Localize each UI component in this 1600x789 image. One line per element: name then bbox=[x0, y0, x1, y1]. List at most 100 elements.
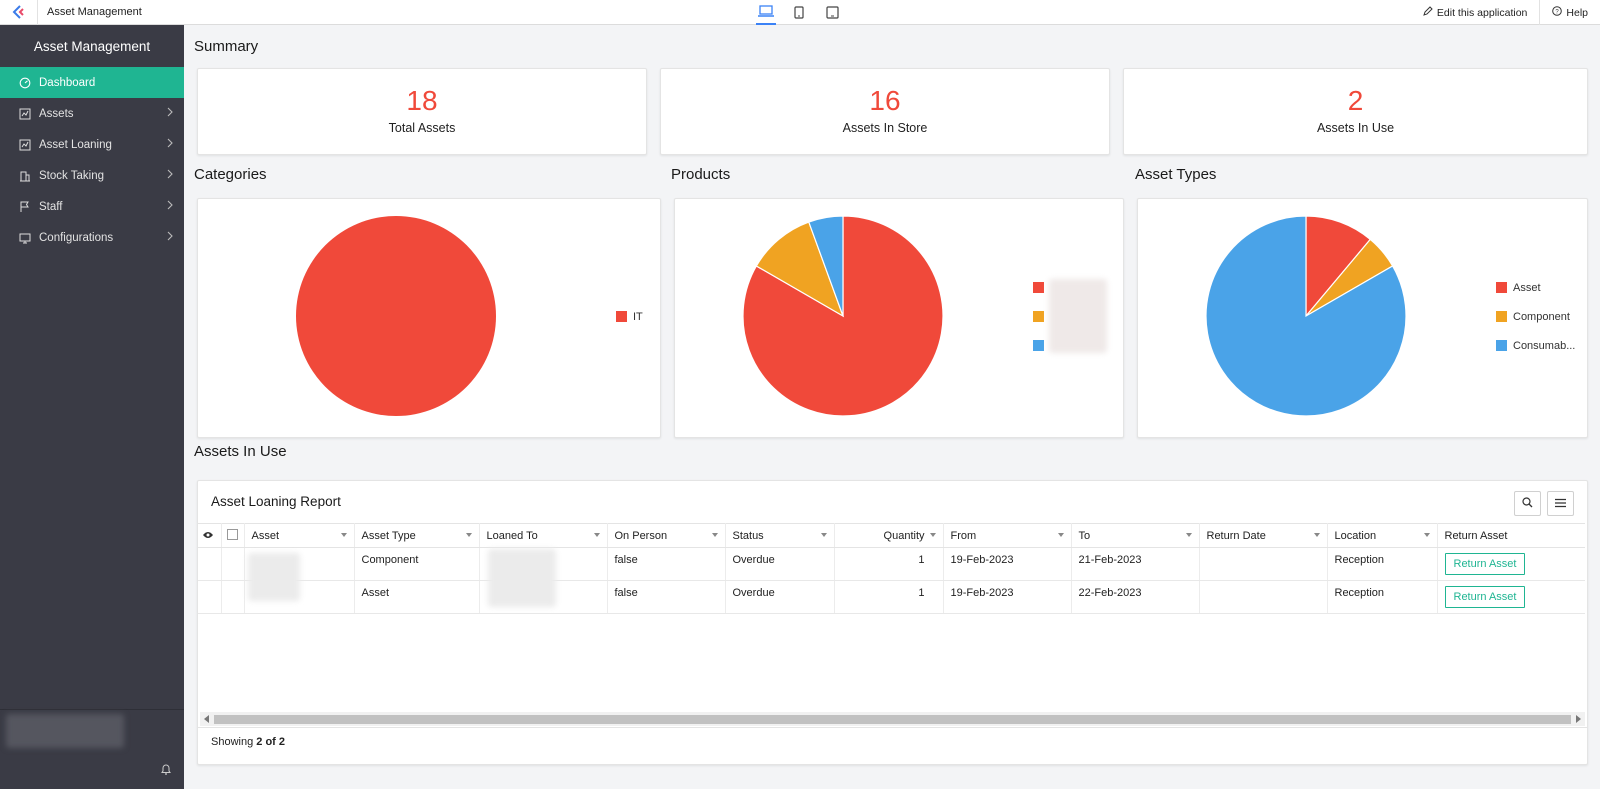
products-pie-chart bbox=[742, 215, 944, 417]
table-row[interactable]: Asset false Overdue 1 19-Feb-2023 22-Feb… bbox=[198, 580, 1585, 614]
sort-caret-icon[interactable] bbox=[820, 533, 827, 537]
return-asset-button[interactable]: Return Asset bbox=[1444, 553, 1526, 575]
column-label: Asset Type bbox=[361, 529, 416, 542]
sidebar-item-stock-taking[interactable]: Stock Taking bbox=[0, 160, 184, 191]
return-date-cell bbox=[1199, 547, 1328, 581]
sort-caret-icon[interactable] bbox=[593, 533, 600, 537]
scroll-right-icon[interactable] bbox=[1576, 715, 1581, 723]
laptop-icon[interactable] bbox=[756, 0, 776, 25]
quantity-cell: 1 bbox=[834, 547, 944, 581]
column-header-from[interactable]: From bbox=[943, 523, 1072, 548]
top-bar: Asset Management Edit this application ?… bbox=[0, 0, 1600, 25]
edit-application-button[interactable]: Edit this application bbox=[1411, 0, 1539, 25]
sidebar-footer bbox=[0, 709, 184, 789]
pie-slice[interactable] bbox=[1205, 215, 1407, 417]
eye-icon bbox=[202, 530, 214, 542]
chevron-right-icon bbox=[167, 138, 173, 151]
to-cell: 21-Feb-2023 bbox=[1071, 547, 1200, 581]
sort-caret-icon[interactable] bbox=[929, 533, 936, 537]
stat-value: 18 bbox=[406, 85, 438, 116]
help-icon: ? bbox=[1552, 6, 1563, 19]
table-row[interactable]: Component false Overdue 1 19-Feb-2023 21… bbox=[198, 547, 1585, 581]
sort-caret-icon[interactable] bbox=[1185, 533, 1192, 537]
pagination-count: 2 of 2 bbox=[256, 736, 285, 748]
products-legend bbox=[1033, 273, 1050, 360]
legend-item[interactable]: Component bbox=[1496, 302, 1575, 331]
sort-caret-icon[interactable] bbox=[1423, 533, 1430, 537]
sort-caret-icon[interactable] bbox=[711, 533, 718, 537]
user-profile[interactable] bbox=[6, 714, 124, 748]
from-cell: 19-Feb-2023 bbox=[943, 547, 1072, 581]
sort-caret-icon[interactable] bbox=[1313, 533, 1320, 537]
scrollbar-thumb[interactable] bbox=[214, 715, 1571, 724]
sidebar-title: Asset Management bbox=[33, 38, 151, 54]
column-label: Location bbox=[1334, 529, 1377, 542]
legend-item[interactable]: Consumab... bbox=[1496, 331, 1575, 360]
scroll-left-icon[interactable] bbox=[204, 715, 209, 723]
chevron-right-icon bbox=[167, 107, 173, 120]
device-preview-switcher bbox=[756, 0, 842, 25]
bell-icon[interactable] bbox=[160, 763, 172, 779]
pencil-icon bbox=[1423, 6, 1433, 19]
search-button[interactable] bbox=[1514, 491, 1541, 516]
edit-application-label: Edit this application bbox=[1436, 6, 1528, 19]
stat-card-assets-in-store: 16 Assets In Store bbox=[660, 68, 1110, 155]
column-header-to[interactable]: To bbox=[1071, 523, 1200, 548]
help-label: Help bbox=[1566, 6, 1588, 19]
pie-slice[interactable] bbox=[755, 221, 845, 318]
sidebar-item-asset-loaning[interactable]: Asset Loaning bbox=[0, 129, 184, 160]
legend-swatch bbox=[616, 311, 627, 322]
legend-item[interactable]: IT bbox=[616, 302, 643, 331]
tablet-icon[interactable] bbox=[789, 0, 809, 25]
return-asset-button[interactable]: Return Asset bbox=[1444, 586, 1526, 608]
column-header-asset[interactable]: Asset bbox=[244, 523, 355, 548]
chevron-right-icon bbox=[167, 231, 173, 244]
return-asset-cell: Return Asset bbox=[1437, 547, 1585, 581]
sidebar-item-dashboard[interactable]: Dashboard bbox=[0, 67, 184, 98]
legend-label: Consumab... bbox=[1513, 339, 1576, 352]
legend-swatch bbox=[1033, 311, 1044, 322]
horizontal-scrollbar[interactable] bbox=[200, 712, 1585, 726]
app-logo-icon[interactable] bbox=[0, 0, 38, 25]
chart-icon bbox=[19, 139, 31, 151]
column-header-loaned-to[interactable]: Loaned To bbox=[479, 523, 608, 548]
column-header-location[interactable]: Location bbox=[1327, 523, 1438, 548]
redacted-asset-names bbox=[248, 553, 300, 601]
pie-slice[interactable] bbox=[1305, 215, 1372, 318]
column-header-status[interactable]: Status bbox=[725, 523, 835, 548]
column-label: To bbox=[1078, 529, 1091, 542]
sidebar-item-staff[interactable]: Staff bbox=[0, 191, 184, 222]
pie-slice[interactable] bbox=[808, 215, 844, 317]
column-header-asset-type[interactable]: Asset Type bbox=[354, 523, 480, 548]
legend-item[interactable]: Asset bbox=[1496, 273, 1575, 302]
select-all-checkbox[interactable] bbox=[226, 528, 238, 540]
tablet-landscape-icon[interactable] bbox=[822, 0, 842, 25]
sort-caret-icon[interactable] bbox=[340, 533, 347, 537]
sort-caret-icon[interactable] bbox=[1057, 533, 1064, 537]
column-header-return-date[interactable]: Return Date bbox=[1199, 523, 1328, 548]
column-header-on-person[interactable]: On Person bbox=[607, 523, 726, 548]
asset-loaning-table: Asset Asset Type Loaned To On Person Sta… bbox=[198, 523, 1585, 614]
pie-slice[interactable] bbox=[296, 216, 496, 416]
legend-item[interactable] bbox=[1033, 302, 1050, 331]
to-cell: 22-Feb-2023 bbox=[1071, 580, 1200, 614]
legend-item[interactable] bbox=[1033, 273, 1050, 302]
status-cell: Overdue bbox=[725, 580, 835, 614]
visibility-column[interactable] bbox=[198, 523, 222, 548]
pagination-prefix: Showing bbox=[211, 736, 257, 748]
menu-button[interactable] bbox=[1547, 491, 1574, 516]
asset-type-cell: Component bbox=[354, 547, 480, 581]
dashboard-icon bbox=[19, 77, 31, 89]
sidebar-item-assets[interactable]: Assets bbox=[0, 98, 184, 129]
asset-loaning-report-card: Asset Loaning Report Asset Asset Type Lo… bbox=[197, 480, 1588, 765]
column-header-quantity[interactable]: Quantity bbox=[834, 523, 944, 548]
table-cell bbox=[198, 580, 222, 614]
sort-caret-icon[interactable] bbox=[465, 533, 472, 537]
hamburger-icon bbox=[1555, 497, 1566, 511]
column-label: Loaned To bbox=[486, 529, 538, 542]
legend-swatch bbox=[1496, 282, 1507, 293]
legend-item[interactable] bbox=[1033, 331, 1050, 360]
sidebar-item-configurations[interactable]: Configurations bbox=[0, 222, 184, 253]
help-button[interactable]: ? Help bbox=[1540, 0, 1600, 25]
column-label: Return Date bbox=[1206, 529, 1266, 542]
